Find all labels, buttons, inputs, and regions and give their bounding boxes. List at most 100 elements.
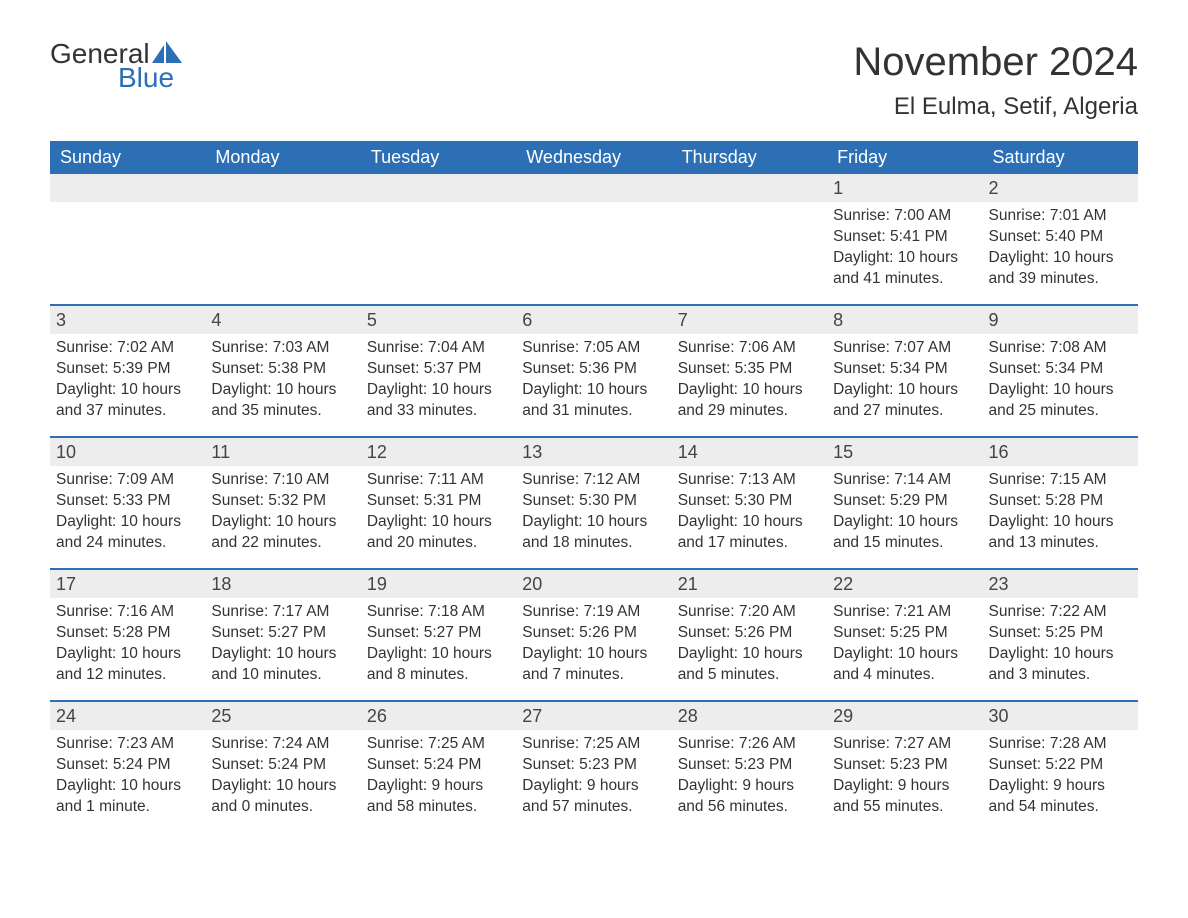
sunrise-label: Sunrise: [56, 471, 117, 488]
daylight-label: Daylight: [211, 381, 276, 398]
sunset-value: 5:25 PM [890, 624, 948, 641]
daylight: Daylight: 10 hours and 5 minutes. [678, 644, 821, 686]
daylight-label: Daylight: [989, 249, 1054, 266]
sunset-label: Sunset: [211, 756, 268, 773]
day-number: 12 [361, 438, 516, 466]
location: El Eulma, Setif, Algeria [853, 93, 1138, 121]
sunset: Sunset: 5:40 PM [989, 227, 1132, 248]
daylight-label: Daylight: [989, 645, 1054, 662]
daylight-label: Daylight: [367, 513, 432, 530]
day-content: Sunrise: 7:10 AMSunset: 5:32 PMDaylight:… [205, 466, 360, 568]
sunset-value: 5:24 PM [424, 756, 482, 773]
daylight: Daylight: 10 hours and 29 minutes. [678, 380, 821, 422]
daylight-label: Daylight: [367, 777, 432, 794]
sunset-value: 5:34 PM [890, 360, 948, 377]
title-block: November 2024 El Eulma, Setif, Algeria [853, 40, 1138, 121]
daylight: Daylight: 10 hours and 1 minute. [56, 776, 199, 818]
sunrise-value: 7:17 AM [273, 603, 330, 620]
sunrise: Sunrise: 7:07 AM [833, 338, 976, 359]
daylight-label: Daylight: [678, 513, 743, 530]
sunrise: Sunrise: 7:11 AM [367, 470, 510, 491]
sunset-label: Sunset: [833, 492, 890, 509]
sunrise: Sunrise: 7:27 AM [833, 734, 976, 755]
sunset-value: 5:25 PM [1045, 624, 1103, 641]
week-row: 3Sunrise: 7:02 AMSunset: 5:39 PMDaylight… [50, 304, 1138, 436]
sunset-value: 5:32 PM [268, 492, 326, 509]
sunset: Sunset: 5:29 PM [833, 491, 976, 512]
sunrise-value: 7:18 AM [428, 603, 485, 620]
sunrise-label: Sunrise: [56, 339, 117, 356]
daylight: Daylight: 10 hours and 22 minutes. [211, 512, 354, 554]
sunset-label: Sunset: [833, 624, 890, 641]
daylight: Daylight: 10 hours and 18 minutes. [522, 512, 665, 554]
week-row: 17Sunrise: 7:16 AMSunset: 5:28 PMDayligh… [50, 568, 1138, 700]
daylight: Daylight: 10 hours and 8 minutes. [367, 644, 510, 686]
sunset-label: Sunset: [211, 492, 268, 509]
day-content: Sunrise: 7:25 AMSunset: 5:24 PMDaylight:… [361, 730, 516, 832]
sunrise-value: 7:21 AM [894, 603, 951, 620]
sunset: Sunset: 5:23 PM [678, 755, 821, 776]
daylight: Daylight: 10 hours and 7 minutes. [522, 644, 665, 686]
daylight: Daylight: 10 hours and 15 minutes. [833, 512, 976, 554]
sunset: Sunset: 5:26 PM [678, 623, 821, 644]
sunrise: Sunrise: 7:09 AM [56, 470, 199, 491]
daylight: Daylight: 10 hours and 10 minutes. [211, 644, 354, 686]
day-cell: 12Sunrise: 7:11 AMSunset: 5:31 PMDayligh… [361, 438, 516, 568]
day-content: Sunrise: 7:04 AMSunset: 5:37 PMDaylight:… [361, 334, 516, 436]
dow-header-tuesday: Tuesday [361, 141, 516, 174]
sunset-value: 5:27 PM [424, 624, 482, 641]
day-number: 21 [672, 570, 827, 598]
sunrise: Sunrise: 7:28 AM [989, 734, 1132, 755]
day-number [516, 174, 671, 202]
dow-header-thursday: Thursday [672, 141, 827, 174]
day-number: 20 [516, 570, 671, 598]
day-content: Sunrise: 7:08 AMSunset: 5:34 PMDaylight:… [983, 334, 1138, 436]
sunset-value: 5:23 PM [890, 756, 948, 773]
day-content: Sunrise: 7:24 AMSunset: 5:24 PMDaylight:… [205, 730, 360, 832]
sunset: Sunset: 5:33 PM [56, 491, 199, 512]
sunset-label: Sunset: [211, 360, 268, 377]
sunrise-label: Sunrise: [833, 735, 894, 752]
day-content: Sunrise: 7:23 AMSunset: 5:24 PMDaylight:… [50, 730, 205, 832]
daylight-label: Daylight: [678, 645, 743, 662]
sunset-label: Sunset: [56, 360, 113, 377]
sunset-value: 5:23 PM [735, 756, 793, 773]
day-cell-empty [50, 174, 205, 304]
day-cell-empty [516, 174, 671, 304]
sunset: Sunset: 5:22 PM [989, 755, 1132, 776]
logo-text-blue: Blue [118, 64, 182, 92]
dow-header-monday: Monday [205, 141, 360, 174]
sunrise-label: Sunrise: [678, 735, 739, 752]
day-number: 8 [827, 306, 982, 334]
sunset: Sunset: 5:25 PM [833, 623, 976, 644]
day-cell: 23Sunrise: 7:22 AMSunset: 5:25 PMDayligh… [983, 570, 1138, 700]
day-number: 22 [827, 570, 982, 598]
month-title: November 2024 [853, 40, 1138, 85]
daylight: Daylight: 10 hours and 17 minutes. [678, 512, 821, 554]
daylight-label: Daylight: [522, 381, 587, 398]
daylight: Daylight: 10 hours and 0 minutes. [211, 776, 354, 818]
sunrise-label: Sunrise: [522, 339, 583, 356]
sunset: Sunset: 5:39 PM [56, 359, 199, 380]
day-content: Sunrise: 7:25 AMSunset: 5:23 PMDaylight:… [516, 730, 671, 832]
sunset-label: Sunset: [833, 228, 890, 245]
sunrise: Sunrise: 7:25 AM [367, 734, 510, 755]
sunrise: Sunrise: 7:15 AM [989, 470, 1132, 491]
daylight: Daylight: 10 hours and 41 minutes. [833, 248, 976, 290]
sunset-value: 5:40 PM [1045, 228, 1103, 245]
sunset: Sunset: 5:34 PM [989, 359, 1132, 380]
sunset: Sunset: 5:28 PM [989, 491, 1132, 512]
sunset-value: 5:36 PM [579, 360, 637, 377]
day-cell: 27Sunrise: 7:25 AMSunset: 5:23 PMDayligh… [516, 702, 671, 832]
day-cell: 17Sunrise: 7:16 AMSunset: 5:28 PMDayligh… [50, 570, 205, 700]
sunset: Sunset: 5:34 PM [833, 359, 976, 380]
sunset-label: Sunset: [989, 492, 1046, 509]
daylight-label: Daylight: [56, 513, 121, 530]
daylight: Daylight: 9 hours and 54 minutes. [989, 776, 1132, 818]
dow-header-wednesday: Wednesday [516, 141, 671, 174]
daylight: Daylight: 10 hours and 31 minutes. [522, 380, 665, 422]
sunrise-label: Sunrise: [211, 603, 272, 620]
day-cell: 14Sunrise: 7:13 AMSunset: 5:30 PMDayligh… [672, 438, 827, 568]
sunset: Sunset: 5:24 PM [56, 755, 199, 776]
sunrise: Sunrise: 7:26 AM [678, 734, 821, 755]
